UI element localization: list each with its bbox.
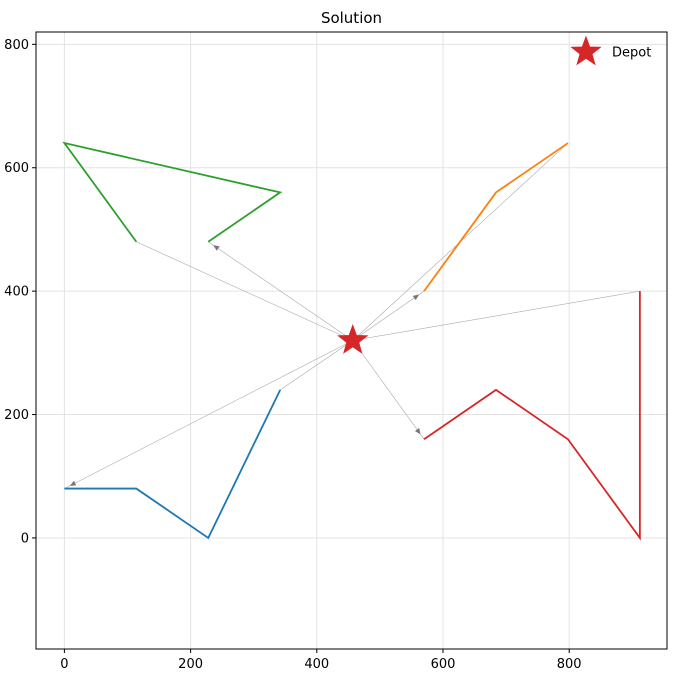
x-tick-label: 400 [304, 657, 329, 672]
depart-connector-2 [352, 290, 425, 341]
y-tick-label: 800 [4, 38, 29, 53]
depart-arrowhead-4 [414, 427, 421, 435]
route-line-1 [64, 389, 282, 540]
x-tick-label: 800 [557, 657, 582, 672]
route-layer [62, 141, 641, 541]
y-tick-label: 200 [4, 408, 29, 423]
y-tick-label: 400 [4, 285, 29, 300]
route-line-4 [423, 291, 641, 541]
depart-arrowhead-2 [412, 294, 420, 301]
depart-connector-1 [64, 340, 353, 489]
chart-title: Solution [321, 9, 382, 27]
return-connector-3 [136, 241, 353, 341]
x-tick-label: 200 [178, 657, 203, 672]
depart-connector-3 [208, 241, 353, 341]
tick-layer: 0 200 400 600 800 0 200 400 600 800 [4, 38, 581, 672]
return-connector-4 [352, 290, 640, 341]
grid-layer [36, 32, 667, 649]
return-connector-1 [280, 340, 353, 391]
legend-depot-star-icon [570, 35, 602, 66]
depart-arrowhead-1 [69, 480, 77, 486]
route-line-3 [62, 141, 283, 243]
x-tick-label: 0 [60, 657, 68, 672]
plot-frame [35, 31, 668, 650]
depart-arrowhead-3 [213, 245, 220, 251]
legend-star-shape [570, 35, 602, 66]
legend-label-depot: Depot [612, 46, 651, 61]
x-tick-label: 600 [431, 657, 456, 672]
depot-layer [337, 324, 369, 354]
legend: Depot [570, 35, 651, 66]
y-tick-label: 0 [21, 531, 29, 546]
route-line-2 [423, 142, 569, 292]
depot-star-marker [337, 324, 369, 354]
y-tick-label: 600 [4, 161, 29, 176]
depart-connector-4 [352, 340, 425, 440]
connector-layer [64, 142, 640, 489]
